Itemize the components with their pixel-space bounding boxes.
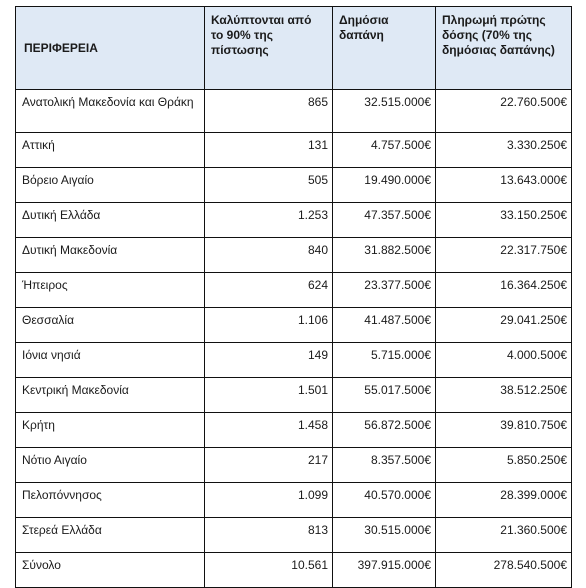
cell-covered: 1.501 [204,377,333,413]
cell-region: Σύνολο [15,552,205,588]
table-row: Ιόνια νησιά 149 5.715.000€ 4.000.500€ [15,342,572,378]
table-body: Ανατολική Μακεδονία και Θράκη 865 32.515.0… [15,89,572,588]
cell-public-expenditure: 23.377.500€ [332,272,436,308]
cell-public-expenditure: 32.515.000€ [332,89,436,133]
header-first-installment: Πληρωμή πρώτης δόσης (70% της δημόσιας δ… [435,6,572,90]
cell-public-expenditure: 30.515.000€ [332,517,436,553]
header-row: ΠΕΡΙΦΕΡΕΙΑ Καλύπτονται από το 90% της πί… [15,6,572,90]
table-row: Βόρειο Αιγαίο 505 19.490.000€ 13.643.000€ [15,167,572,203]
cell-first-installment: 22.317.750€ [435,237,572,273]
cell-region: Πελοπόννησος [15,482,205,518]
cell-covered: 840 [204,237,333,273]
cell-covered: 131 [204,132,333,168]
header-public-expenditure: Δημόσια δαπάνη [332,6,436,90]
table-row: Πελοπόννησος 1.099 40.570.000€ 28.399.000€ [15,482,572,518]
cell-first-installment: 33.150.250€ [435,202,572,238]
cell-region: Κρήτη [15,412,205,448]
table-row: Ανατολική Μακεδονία και Θράκη 865 32.515.0… [15,89,572,133]
cell-first-installment: 29.041.250€ [435,307,572,343]
cell-covered: 149 [204,342,333,378]
cell-region: Νότιο Αιγαίο [15,447,205,483]
table-row: Νότιο Αιγαίο 217 8.357.500€ 5.850.250€ [15,447,572,483]
cell-public-expenditure: 31.882.500€ [332,237,436,273]
cell-covered: 813 [204,517,333,553]
cell-first-installment: 39.810.750€ [435,412,572,448]
cell-public-expenditure: 19.490.000€ [332,167,436,203]
cell-first-installment: 5.850.250€ [435,447,572,483]
cell-public-expenditure: 397.915.000€ [332,552,436,588]
header-region: ΠΕΡΙΦΕΡΕΙΑ [15,6,205,90]
cell-public-expenditure: 56.872.500€ [332,412,436,448]
cell-region: Ήπειρος [15,272,205,308]
table-row: Στερεά Ελλάδα 813 30.515.000€ 21.360.500€ [15,517,572,553]
cell-region: Δυτική Μακεδονία [15,237,205,273]
cell-region: Ιόνια νησιά [15,342,205,378]
cell-covered: 1.458 [204,412,333,448]
cell-first-installment: 4.000.500€ [435,342,572,378]
cell-covered: 1.253 [204,202,333,238]
cell-covered: 865 [204,89,333,133]
regions-table: ΠΕΡΙΦΕΡΕΙΑ Καλύπτονται από το 90% της πί… [15,6,572,588]
cell-first-installment: 21.360.500€ [435,517,572,553]
cell-covered: 1.099 [204,482,333,518]
cell-region: Βόρειο Αιγαίο [15,167,205,203]
cell-covered: 10.561 [204,552,333,588]
cell-region: Στερεά Ελλάδα [15,517,205,553]
cell-region: Θεσσαλία [15,307,205,343]
table-row: Κρήτη 1.458 56.872.500€ 39.810.750€ [15,412,572,448]
table-row: Αττική 131 4.757.500€ 3.330.250€ [15,132,572,168]
table-row: Θεσσαλία 1.106 41.487.500€ 29.041.250€ [15,307,572,343]
cell-public-expenditure: 4.757.500€ [332,132,436,168]
table-row: Κεντρική Μακεδονία 1.501 55.017.500€ 38.512… [15,377,572,413]
cell-region: Κεντρική Μακεδονία [15,377,205,413]
cell-first-installment: 278.540.500€ [435,552,572,588]
table-row: Ήπειρος 624 23.377.500€ 16.364.250€ [15,272,572,308]
cell-first-installment: 13.643.000€ [435,167,572,203]
cell-public-expenditure: 5.715.000€ [332,342,436,378]
cell-covered: 624 [204,272,333,308]
cell-public-expenditure: 8.357.500€ [332,447,436,483]
cell-public-expenditure: 41.487.500€ [332,307,436,343]
cell-region: Δυτική Ελλάδα [15,202,205,238]
cell-first-installment: 3.330.250€ [435,132,572,168]
table-row: Δυτική Ελλάδα 1.253 47.357.500€ 33.150.250€ [15,202,572,238]
cell-covered: 217 [204,447,333,483]
cell-public-expenditure: 40.570.000€ [332,482,436,518]
table-container: ΠΕΡΙΦΕΡΕΙΑ Καλύπτονται από το 90% της πί… [15,6,572,588]
cell-first-installment: 38.512.250€ [435,377,572,413]
table-row: Δυτική Μακεδονία 840 31.882.500€ 22.317.750… [15,237,572,273]
header-covered: Καλύπτονται από το 90% της πίστωσης [204,6,333,90]
cell-region: Αττική [15,132,205,168]
table-row: Σύνολο 10.561 397.915.000€ 278.540.500€ [15,552,572,588]
cell-first-installment: 22.760.500€ [435,89,572,133]
cell-first-installment: 28.399.000€ [435,482,572,518]
cell-covered: 505 [204,167,333,203]
cell-public-expenditure: 55.017.500€ [332,377,436,413]
cell-first-installment: 16.364.250€ [435,272,572,308]
cell-public-expenditure: 47.357.500€ [332,202,436,238]
table-header: ΠΕΡΙΦΕΡΕΙΑ Καλύπτονται από το 90% της πί… [15,6,572,90]
cell-region: Ανατολική Μακεδονία και Θράκη [15,89,205,133]
cell-covered: 1.106 [204,307,333,343]
